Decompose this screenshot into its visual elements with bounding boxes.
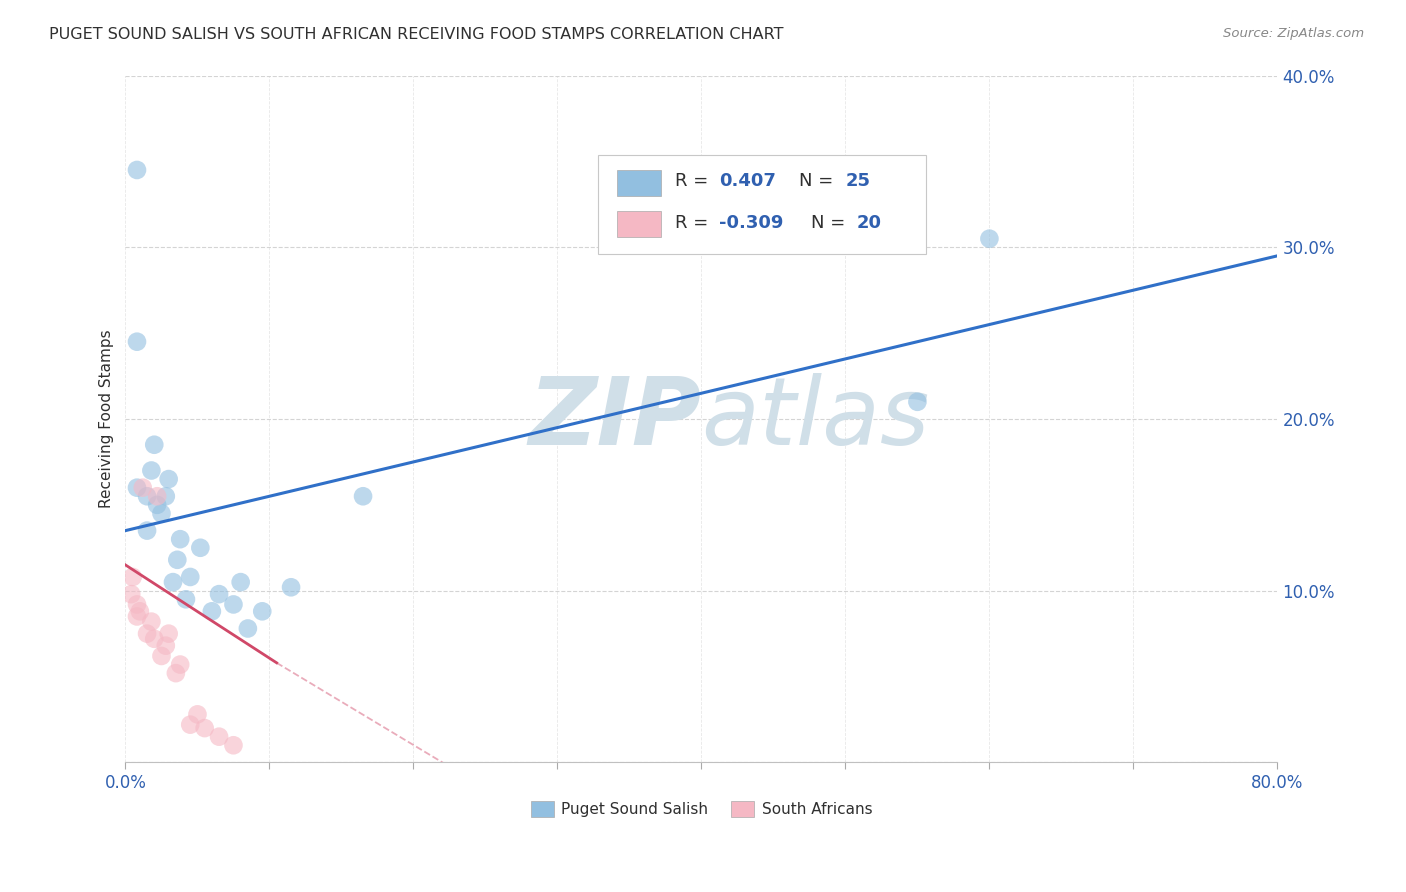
- Text: Source: ZipAtlas.com: Source: ZipAtlas.com: [1223, 27, 1364, 40]
- Point: [125, 598, 148, 612]
- Text: R =: R =: [675, 171, 714, 190]
- Point: [165, 666, 187, 681]
- Text: 25: 25: [845, 171, 870, 190]
- Point: [222, 738, 245, 752]
- Text: N =: N =: [800, 171, 839, 190]
- Point: [252, 604, 274, 618]
- Point: [352, 489, 374, 503]
- Point: [150, 648, 173, 663]
- Point: [136, 626, 159, 640]
- Point: [132, 481, 155, 495]
- Point: [143, 438, 166, 452]
- Point: [201, 604, 224, 618]
- Point: [169, 532, 191, 546]
- Point: [162, 575, 184, 590]
- Text: 0.407: 0.407: [718, 171, 776, 190]
- Point: [121, 570, 143, 584]
- Point: [169, 657, 191, 672]
- Text: R =: R =: [675, 214, 714, 232]
- Point: [128, 604, 150, 618]
- Point: [166, 553, 188, 567]
- Text: PUGET SOUND SALISH VS SOUTH AFRICAN RECEIVING FOOD STAMPS CORRELATION CHART: PUGET SOUND SALISH VS SOUTH AFRICAN RECE…: [49, 27, 783, 42]
- Point: [146, 489, 169, 503]
- Point: [136, 524, 159, 538]
- Legend: Puget Sound Salish, South Africans: Puget Sound Salish, South Africans: [524, 796, 879, 823]
- FancyBboxPatch shape: [598, 154, 927, 254]
- Point: [188, 541, 211, 555]
- Point: [236, 622, 259, 636]
- Point: [186, 707, 208, 722]
- Text: ZIP: ZIP: [529, 373, 702, 465]
- Y-axis label: Receiving Food Stamps: Receiving Food Stamps: [100, 330, 114, 508]
- Point: [979, 232, 1001, 246]
- Bar: [617, 169, 661, 195]
- Point: [146, 498, 169, 512]
- Point: [208, 587, 231, 601]
- Point: [136, 489, 159, 503]
- Point: [280, 580, 302, 594]
- Point: [179, 570, 201, 584]
- Point: [143, 632, 166, 646]
- Text: -0.309: -0.309: [718, 214, 783, 232]
- Point: [179, 717, 201, 731]
- Bar: [617, 211, 661, 237]
- Point: [155, 639, 177, 653]
- Point: [125, 334, 148, 349]
- Point: [125, 609, 148, 624]
- Point: [150, 507, 173, 521]
- Point: [141, 615, 163, 629]
- Point: [125, 481, 148, 495]
- Point: [907, 394, 929, 409]
- Point: [157, 472, 180, 486]
- Point: [120, 587, 142, 601]
- Point: [222, 598, 245, 612]
- Text: atlas: atlas: [702, 374, 929, 465]
- Point: [155, 489, 177, 503]
- Point: [229, 575, 252, 590]
- Point: [208, 730, 231, 744]
- Point: [194, 721, 217, 735]
- Point: [125, 163, 148, 178]
- Text: N =: N =: [811, 214, 851, 232]
- Point: [141, 463, 163, 477]
- Point: [174, 592, 197, 607]
- Point: [157, 626, 180, 640]
- Text: 20: 20: [856, 214, 882, 232]
